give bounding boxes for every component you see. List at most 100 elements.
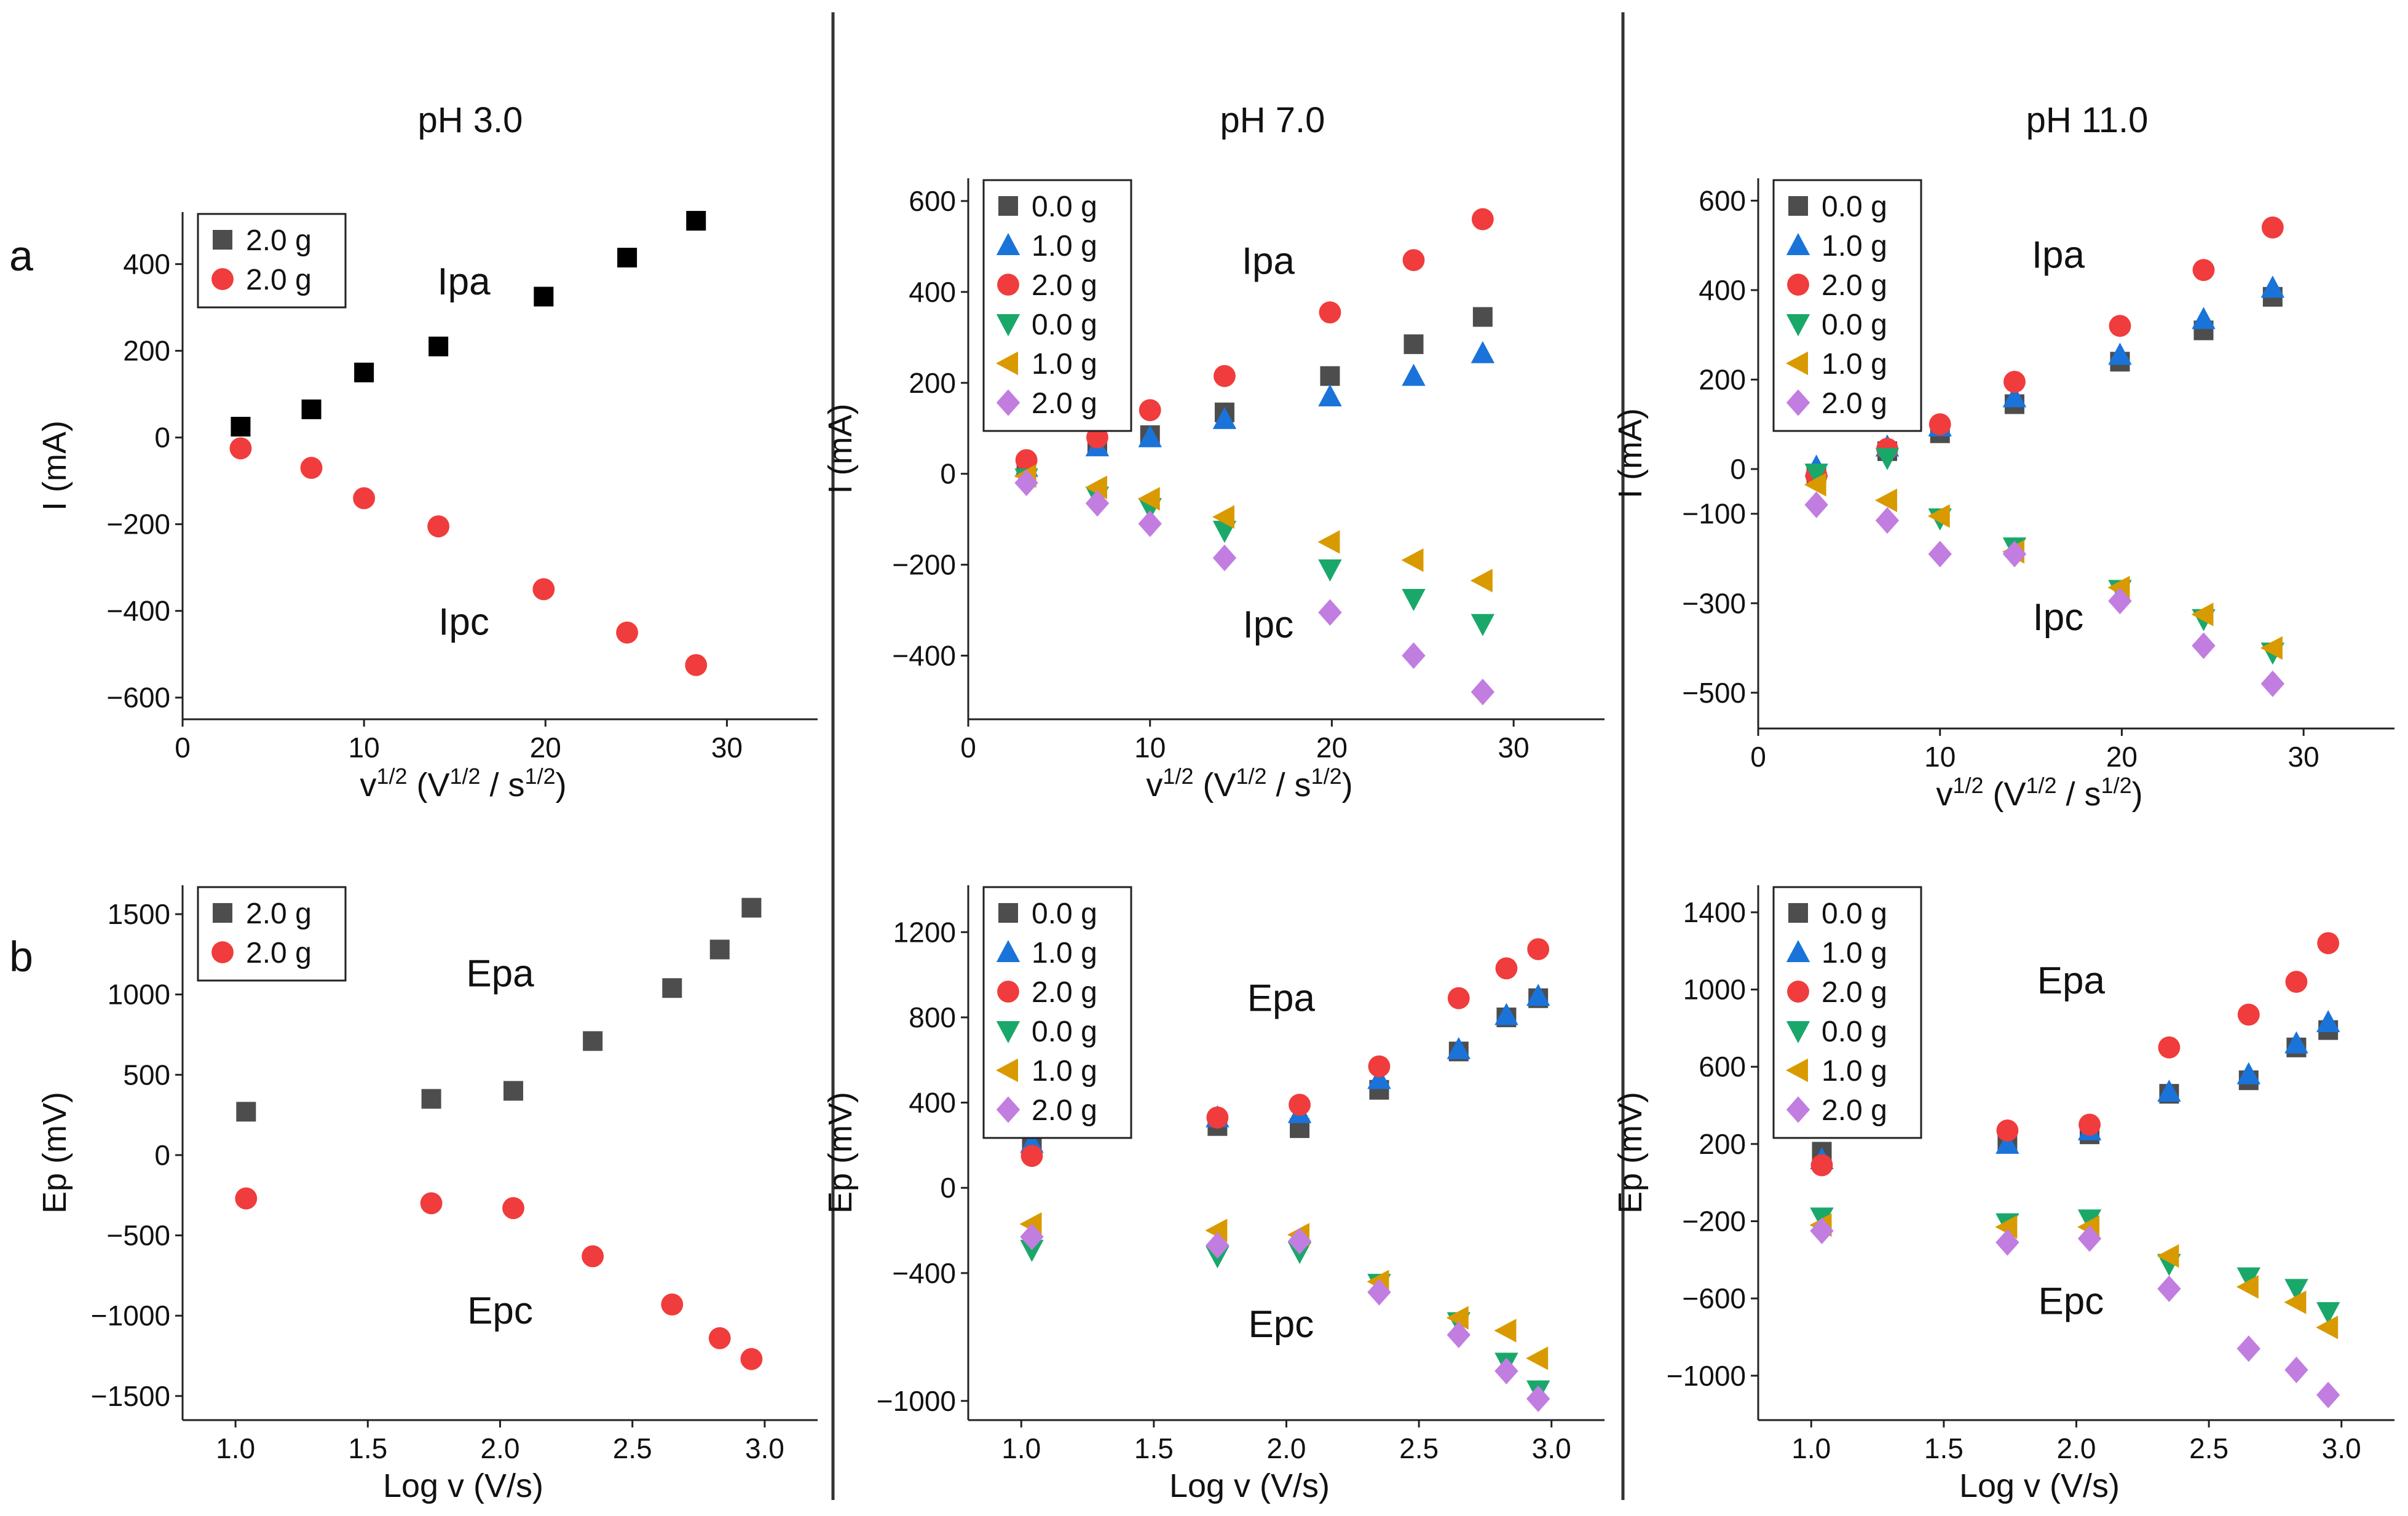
data-point [1471,208,1494,231]
y-tick-label: −400 [892,639,956,671]
data-point [1995,1215,2018,1239]
x-tick-label: 3.0 [2322,1432,2361,1464]
data-point [427,515,450,538]
data-point [741,898,762,918]
y-tick-label: 400 [909,276,956,308]
data-point [1875,448,1900,470]
data-point [2157,1275,2181,1303]
legend-label: 0.0 g [1822,309,1887,341]
data-point [2108,342,2132,365]
data-point [2191,602,2214,626]
legend-label: 2.0 g [1822,387,1887,420]
data-point [1212,544,1237,572]
legend-label: 1.0 g [1822,348,1887,381]
data-point [2285,971,2308,993]
data-point [2237,1003,2260,1026]
data-point [2157,1244,2179,1268]
data-point [1446,1306,1469,1330]
x-axis-label: v1/2 (V1/2 / s1/2) [360,764,566,804]
y-tick-label: −200 [1682,1205,1746,1237]
data-point [1804,473,1826,497]
legend-label: 2.0 g [1032,976,1097,1009]
data-point [1138,425,1162,448]
data-point [301,399,322,419]
annotation-ipa: Ipa [437,261,491,303]
legend-marker [213,230,232,250]
data-point [617,248,638,268]
data-point [2260,670,2285,697]
data-point [1927,504,1950,528]
legend-label: 0.0 g [1032,309,1097,341]
data-point [1526,1346,1549,1370]
y-tick-label: 600 [1699,1051,1746,1083]
data-point [1470,569,1493,593]
x-tick-label: 1.0 [1001,1432,1041,1464]
data-point [1318,599,1342,626]
data-point [1874,488,1897,513]
annotation-epc: Epc [2038,1280,2104,1322]
data-point [2284,1290,2307,1314]
data-point [2108,588,2132,615]
data-point [2003,371,2026,393]
data-point [1875,507,1900,534]
legend-label: 1.0 g [1822,230,1887,263]
x-tick-label: 3.0 [745,1432,784,1464]
data-point [428,336,449,357]
data-point [1401,548,1424,572]
legend-marker [1786,1058,1808,1083]
x-tick-label: 0 [960,732,976,764]
x-axis-label: Log v (V/s) [1959,1467,2120,1504]
legend-label: 2.0 g [1032,1094,1097,1127]
data-point [685,653,708,676]
x-tick-label: 30 [711,732,743,764]
data-point [1995,1131,2019,1154]
x-axis-label: Log v (V/s) [383,1467,543,1504]
legend-marker [1786,314,1810,336]
data-point [661,1293,684,1316]
panel-a-ph3: −600 −400 −200 0 200 400 0 10 20 30 v1/2 (V1/2 / s… [36,211,818,803]
x-tick-label: 20 [1316,732,1348,764]
y-axis-label: Ep (mV) [1612,1092,1649,1214]
y-tick-label: −500 [1682,677,1746,709]
y-tick-label: −1000 [1667,1360,1746,1392]
x-tick-label: 1.0 [216,1432,255,1464]
y-tick-label: 1500 [108,898,170,930]
data-point [1212,505,1234,529]
data-point [1318,559,1342,582]
legend-label: 2.0 g [1032,387,1097,420]
legend-label: 2.0 g [1822,976,1887,1009]
legend-label: 1.0 g [1822,1055,1887,1088]
data-point [1015,449,1038,472]
data-point [1494,1357,1518,1384]
row-label-a: a [9,232,33,280]
x-tick-label: 1.5 [1924,1432,1964,1464]
y-tick-label: −200 [106,508,170,540]
data-point [1403,334,1424,354]
legend-marker [1787,274,1809,296]
data-point [1995,1229,2019,1256]
legend-label: 1.0 g [1822,937,1887,969]
data-point [1447,1321,1471,1348]
x-axis-label: Log v (V/s) [1169,1467,1330,1504]
x-tick-label: 2.0 [1267,1432,1306,1464]
data-point [1470,679,1495,706]
column-title-ph7: pH 7.0 [1220,100,1325,140]
data-point [1206,1232,1230,1259]
legend-label: 2.0 g [1032,269,1097,302]
legend-marker [997,981,1019,1003]
y-tick-label: 1400 [1683,896,1746,928]
y-tick-label: 600 [1699,184,1746,216]
legend-box [982,886,1132,1139]
x-tick-label: 1.5 [1134,1432,1174,1464]
y-tick-label: −600 [1682,1282,1746,1314]
x-tick-label: 10 [1134,732,1166,764]
data-point [235,1187,258,1210]
annotation-epa: Epa [1247,977,1316,1020]
legend-marker [1786,389,1810,416]
legend-label: 1.0 g [1032,1055,1097,1088]
data-point [686,211,706,231]
data-point [2317,932,2340,955]
legend-marker [996,233,1020,255]
y-axis-label: I (mA) [36,420,73,511]
data-point [1402,249,1425,272]
